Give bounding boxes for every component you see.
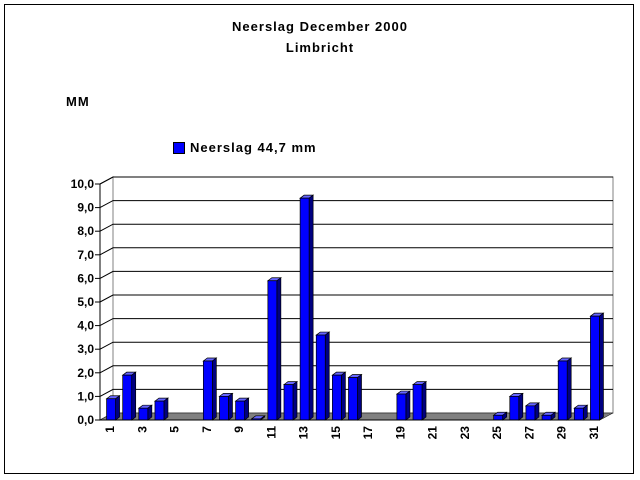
y-tick-label: 8,0 bbox=[77, 224, 94, 238]
x-tick-label: 17 bbox=[361, 426, 375, 440]
bar bbox=[332, 374, 342, 421]
bar-side bbox=[357, 373, 362, 421]
x-tick-label: 23 bbox=[458, 426, 472, 440]
x-tick-label: 25 bbox=[490, 426, 504, 440]
bar bbox=[267, 280, 278, 421]
x-tick-label: 27 bbox=[522, 426, 536, 440]
x-tick-label: 11 bbox=[264, 426, 278, 439]
x-tick-label: 29 bbox=[555, 426, 569, 440]
y-tick-label: 2,0 bbox=[77, 366, 94, 380]
bar bbox=[138, 407, 149, 421]
bar bbox=[493, 414, 504, 421]
y-tick-label: 1,0 bbox=[77, 389, 94, 403]
bar-side bbox=[244, 397, 249, 421]
x-tick-label: 7 bbox=[200, 426, 214, 433]
gridline bbox=[99, 318, 613, 327]
legend: Neerslag 44,7 mm bbox=[173, 140, 317, 155]
x-tick-label: 3 bbox=[135, 426, 149, 433]
bar bbox=[573, 407, 584, 421]
bar bbox=[154, 400, 165, 421]
bar-side bbox=[599, 312, 604, 421]
y-tick-label: 4,0 bbox=[77, 319, 94, 333]
legend-label: Neerslag 44,7 mm bbox=[190, 140, 317, 155]
bar-side bbox=[341, 371, 346, 421]
bar bbox=[541, 414, 552, 421]
y-tick-label: 6,0 bbox=[77, 271, 94, 285]
y-tick-label: 7,0 bbox=[77, 248, 94, 262]
bar-side bbox=[276, 277, 282, 421]
y-tick-label: 3,0 bbox=[77, 342, 94, 356]
x-tick-label: 5 bbox=[168, 426, 182, 433]
bar-side bbox=[228, 392, 233, 421]
bar bbox=[525, 405, 536, 421]
bar bbox=[590, 315, 600, 421]
gridline bbox=[99, 388, 613, 397]
gridline bbox=[99, 341, 613, 350]
y-tick-label: 0,0 bbox=[77, 413, 94, 427]
x-tick-label: 1 bbox=[103, 426, 117, 433]
gridline bbox=[99, 294, 613, 303]
bar-side bbox=[147, 404, 153, 421]
y-tick-label: 9,0 bbox=[77, 201, 94, 215]
chart-title: Neerslag December 2000 bbox=[232, 19, 408, 34]
gridline bbox=[99, 176, 613, 185]
bar bbox=[219, 396, 229, 421]
gridline bbox=[99, 365, 613, 374]
x-tick-label: 21 bbox=[426, 426, 440, 440]
bar-side bbox=[163, 397, 169, 421]
x-tick-label: 9 bbox=[232, 426, 246, 433]
bar-side bbox=[324, 331, 330, 421]
x-tick-label: 13 bbox=[297, 426, 311, 440]
bar-side bbox=[566, 357, 572, 421]
legend-swatch bbox=[173, 141, 185, 154]
bar-side bbox=[211, 357, 217, 421]
bar-side bbox=[518, 392, 524, 421]
bar bbox=[412, 384, 423, 421]
bar-side bbox=[582, 404, 588, 421]
y-tick-label: 5,0 bbox=[77, 295, 94, 309]
bar bbox=[235, 400, 245, 421]
y-axis-label: MM bbox=[66, 94, 90, 109]
bar bbox=[122, 374, 133, 421]
y-tick-label: 10,0 bbox=[71, 177, 95, 191]
bar bbox=[557, 360, 568, 421]
bar-side bbox=[405, 390, 411, 421]
x-tick-label: 19 bbox=[393, 426, 407, 440]
chart-subtitle: Limbricht bbox=[285, 40, 355, 55]
bar bbox=[315, 334, 326, 421]
bar bbox=[106, 398, 116, 421]
bar bbox=[348, 377, 358, 421]
bar-side bbox=[131, 371, 137, 421]
bar-side bbox=[308, 194, 314, 421]
bar bbox=[202, 360, 213, 421]
gridline bbox=[99, 200, 613, 209]
bar bbox=[283, 384, 294, 421]
gridline bbox=[99, 247, 613, 256]
bar-side bbox=[421, 380, 427, 421]
bar bbox=[396, 393, 407, 421]
bar-side bbox=[292, 380, 298, 421]
x-tick-label: 15 bbox=[329, 426, 343, 440]
gridline bbox=[99, 270, 613, 279]
bar-side bbox=[115, 395, 120, 421]
bar-side bbox=[534, 402, 540, 421]
gridline bbox=[99, 223, 613, 232]
bar bbox=[299, 197, 310, 421]
bar bbox=[509, 396, 520, 421]
x-tick-label: 31 bbox=[587, 426, 601, 440]
